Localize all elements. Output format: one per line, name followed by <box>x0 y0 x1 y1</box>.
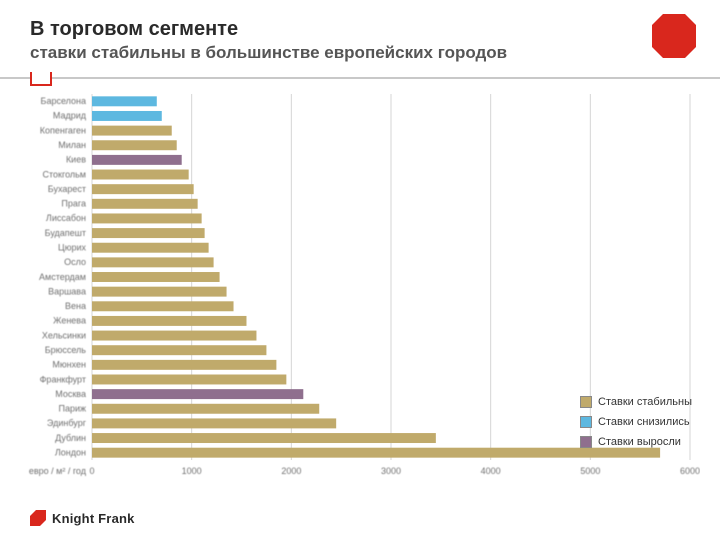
category-label: Прага <box>61 199 86 209</box>
x-tick-label: 4000 <box>481 466 501 476</box>
x-tick-label: 0 <box>89 466 94 476</box>
bar <box>92 448 660 458</box>
bar <box>92 140 177 150</box>
legend-label: Ставки выросли <box>598 436 681 448</box>
category-label: Будапешт <box>45 228 86 238</box>
title-line2: ставки стабильны в большинстве европейск… <box>30 43 690 63</box>
legend-item: Ставки выросли <box>580 436 692 448</box>
category-label: Киев <box>66 155 86 165</box>
category-label: Амстердам <box>39 272 86 282</box>
category-label: Москва <box>55 389 86 399</box>
tab-notch-icon <box>30 72 52 86</box>
y-axis-unit-label: евро / м² / год <box>29 466 87 476</box>
category-label: Бухарест <box>48 184 86 194</box>
legend-swatch-icon <box>580 436 592 448</box>
category-label: Хельсинки <box>42 330 86 340</box>
legend: Ставки стабильны Ставки снизились Ставки в… <box>580 396 692 456</box>
category-label: Осло <box>64 257 86 267</box>
category-label: Лондон <box>55 447 86 457</box>
bar <box>92 155 182 165</box>
bar <box>92 170 189 180</box>
footer-logo: Knight Frank <box>30 510 135 526</box>
category-label: Милан <box>58 140 86 150</box>
legend-swatch-icon <box>580 396 592 408</box>
category-label: Франкфурт <box>40 374 86 384</box>
header-divider <box>0 77 720 79</box>
title-line1: В торговом сегменте <box>30 18 690 41</box>
category-label: Эдинбург <box>47 418 87 428</box>
bar <box>92 272 220 282</box>
bar <box>92 331 256 341</box>
category-label: Барселона <box>41 96 86 106</box>
legend-swatch-icon <box>580 416 592 428</box>
bar <box>92 301 234 311</box>
bar <box>92 213 202 223</box>
category-label: Варшава <box>48 286 86 296</box>
category-label: Вена <box>65 301 86 311</box>
bar <box>92 433 436 443</box>
bar <box>92 404 319 414</box>
category-label: Париж <box>58 404 86 414</box>
x-tick-label: 2000 <box>281 466 301 476</box>
footer-logo-text: Knight Frank <box>52 511 135 526</box>
bar <box>92 96 157 106</box>
legend-label: Ставки стабильны <box>598 396 692 408</box>
bar <box>92 228 205 238</box>
x-tick-label: 5000 <box>580 466 600 476</box>
brand-logo-icon <box>652 14 696 58</box>
legend-label: Ставки снизились <box>598 416 690 428</box>
category-label: Брюссель <box>45 345 87 355</box>
category-label: Дублин <box>55 433 86 443</box>
category-label: Женева <box>53 316 86 326</box>
legend-item: Ставки стабильны <box>580 396 692 408</box>
bar <box>92 111 162 121</box>
category-label: Мюнхен <box>52 360 86 370</box>
bar <box>92 184 194 194</box>
bar <box>92 360 276 370</box>
bar <box>92 389 303 399</box>
bar <box>92 316 246 326</box>
category-label: Стокгольм <box>43 169 86 179</box>
bar <box>92 345 266 355</box>
header: В торговом сегменте ставки стабильны в б… <box>0 0 720 73</box>
category-label: Копенгаген <box>40 125 86 135</box>
bar <box>92 243 209 253</box>
x-tick-label: 1000 <box>182 466 202 476</box>
footer-logo-icon <box>30 510 46 526</box>
bar <box>92 375 286 385</box>
x-tick-label: 3000 <box>381 466 401 476</box>
category-label: Лиссабон <box>46 213 86 223</box>
x-tick-label: 6000 <box>680 466 700 476</box>
bar <box>92 418 336 428</box>
bar <box>92 287 227 297</box>
category-label: Цюрих <box>58 243 86 253</box>
bar <box>92 199 198 209</box>
bar <box>92 257 214 267</box>
bar <box>92 126 172 136</box>
legend-item: Ставки снизились <box>580 416 692 428</box>
category-label: Мадрид <box>53 111 87 121</box>
